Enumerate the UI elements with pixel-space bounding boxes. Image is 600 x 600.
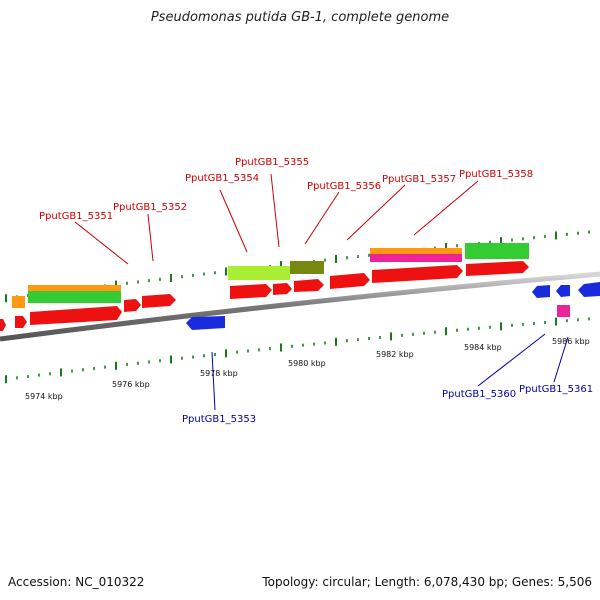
cds-arrow: [15, 316, 27, 328]
gene-label[interactable]: PputGB1_5353: [182, 414, 256, 425]
reverse-cds-arrow: [532, 285, 550, 298]
green-feature: [28, 291, 121, 297]
axis-tick-label: 5978 kbp: [200, 369, 238, 378]
forward-gene-labels: PputGB1_5351 PputGB1_5352 PputGB1_5354 P…: [39, 157, 533, 222]
gene-label[interactable]: PputGB1_5351: [39, 211, 113, 222]
forward-leader-lines: [74, 173, 479, 265]
gene-label[interactable]: PputGB1_5352: [113, 202, 187, 213]
axis-tick-label: 5982 kbp: [376, 350, 414, 359]
axis-tick-label: 5984 kbp: [464, 343, 502, 352]
leader-line: [346, 184, 406, 241]
reverse-tick-track: [5, 317, 590, 384]
orange-feature: [370, 248, 462, 254]
magenta-feature: [557, 305, 570, 317]
gene-label[interactable]: PputGB1_5356: [307, 181, 381, 192]
gene-label[interactable]: PputGB1_5357: [382, 174, 456, 185]
cds-arrow: [273, 283, 292, 295]
map-title: Pseudomonas putida GB-1, complete genome: [150, 10, 450, 25]
reverse-cds-arrow: [578, 282, 600, 297]
cds-arrow: [330, 273, 370, 289]
green-feature: [465, 243, 529, 259]
accession-text: Accession: NC_010322: [8, 575, 145, 589]
reverse-cds-arrow: [556, 285, 570, 297]
genome-backbone: [0, 271, 600, 342]
leader-line: [211, 351, 216, 411]
gene-label[interactable]: PputGB1_5360: [442, 389, 516, 400]
magenta-feature: [370, 254, 462, 262]
leader-line: [270, 173, 280, 248]
cds-arrow: [372, 265, 463, 283]
orange-feature: [28, 285, 121, 291]
cds-arrow: [124, 299, 141, 312]
leader-line: [553, 336, 569, 383]
leader-line: [413, 180, 479, 236]
gene-label[interactable]: PputGB1_5361: [519, 384, 593, 395]
cds-arrow: [0, 319, 6, 331]
lime-feature: [228, 266, 290, 280]
leader-line: [219, 189, 248, 253]
gene-label[interactable]: PputGB1_5354: [185, 173, 259, 184]
green-feature: [28, 297, 121, 303]
axis-tick-label: 5974 kbp: [25, 392, 63, 401]
leader-line: [477, 333, 546, 387]
reverse-leader-lines: [211, 333, 569, 411]
leader-line: [304, 191, 340, 245]
gene-label[interactable]: PputGB1_5355: [235, 157, 309, 168]
axis-tick-label: 5976 kbp: [112, 380, 150, 389]
reverse-gene-labels: PputGB1_5353 PputGB1_5360 PputGB1_5361: [182, 384, 593, 425]
cds-arrow: [230, 284, 272, 299]
leader-line: [74, 221, 129, 265]
cds-arrow: [30, 306, 122, 325]
olive-feature: [290, 261, 324, 274]
cds-arrow: [466, 261, 529, 276]
axis-tick-label: 5980 kbp: [288, 359, 326, 368]
axis-labels: 5974 kbp 5976 kbp 5978 kbp 5980 kbp 5982…: [25, 337, 590, 401]
leader-line: [147, 213, 154, 262]
reverse-cds-arrow: [186, 316, 225, 330]
orange-feature: [12, 296, 25, 308]
genome-summary-text: Topology: circular; Length: 6,078,430 bp…: [262, 575, 592, 589]
cds-arrow: [142, 294, 176, 308]
cds-arrow: [294, 279, 324, 292]
axis-tick-label: 5986 kbp: [552, 337, 590, 346]
gene-label[interactable]: PputGB1_5358: [459, 169, 533, 180]
feature-track: [0, 243, 600, 331]
